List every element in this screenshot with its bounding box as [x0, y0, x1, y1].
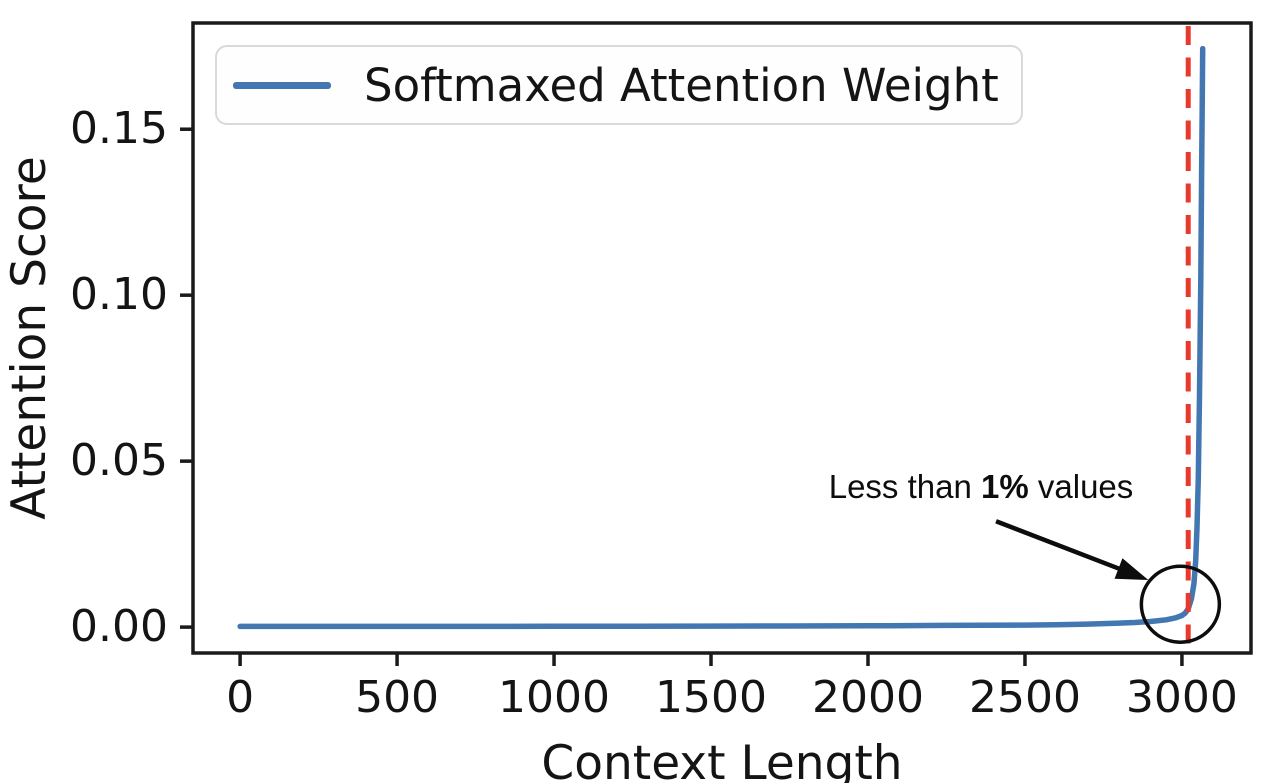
x-tick-label: 0	[226, 672, 255, 723]
x-axis-title: Context Length	[541, 736, 903, 783]
annotation-arrow-head	[1114, 558, 1149, 580]
axes-frame	[191, 21, 1253, 655]
y-tick-label: 0.10	[70, 269, 168, 321]
annotation-text-suffix: values	[1028, 468, 1134, 505]
legend: Softmaxed Attention Weight	[215, 45, 1023, 125]
legend-entry-label: Softmaxed Attention Weight	[364, 58, 999, 112]
legend-line-sample	[233, 81, 331, 89]
x-tick-label: 1500	[655, 672, 767, 723]
annotation-text-bold: 1%	[981, 468, 1029, 505]
y-axis-title: Attention Score	[2, 156, 57, 520]
y-tick-label: 0.00	[70, 601, 168, 653]
annotation-circle	[1139, 564, 1222, 644]
annotation-text-prefix: Less than	[828, 468, 982, 505]
x-tick-label: 3000	[1125, 672, 1238, 723]
y-tick-label: 0.15	[70, 103, 168, 155]
x-tick-label: 2500	[968, 672, 1081, 723]
annotation-arrow-shaft	[995, 519, 1122, 572]
y-tick-label: 0.05	[70, 435, 168, 487]
x-tick-label: 1000	[498, 672, 611, 723]
annotation-text: Less than 1% values	[829, 467, 1134, 507]
series-line	[237, 45, 1206, 630]
x-tick-label: 500	[355, 672, 440, 723]
x-tick-label: 2000	[811, 672, 924, 723]
